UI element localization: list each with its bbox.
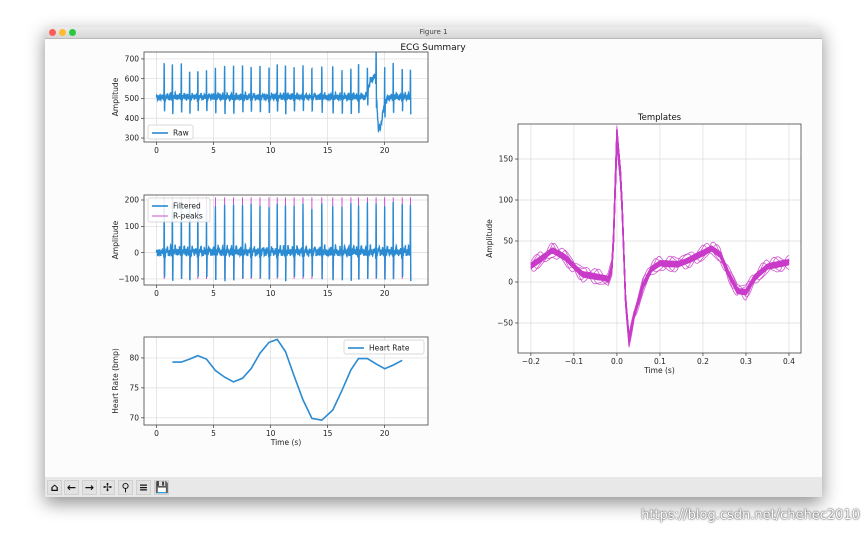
plot-background: [518, 124, 801, 353]
title-bar: Figure 1: [45, 27, 822, 39]
y-tick-label: 0: [508, 278, 513, 287]
y-tick-label: 70: [129, 414, 139, 423]
figure-suptitle: ECG Summary: [400, 43, 466, 53]
template-line: [530, 137, 790, 339]
y-tick-label: 200: [125, 196, 140, 205]
y-tick-label: 50: [503, 237, 513, 246]
pan-button[interactable]: ✢: [100, 480, 115, 495]
navigation-toolbar: ⌂ ← → ✢ ⚲ ≡ 💾: [45, 477, 822, 497]
x-tick-label: −0.1: [565, 357, 583, 366]
raw-signal-line: [155, 52, 412, 133]
y-tick-label: 75: [129, 384, 139, 393]
y-tick-label: 80: [129, 354, 139, 363]
x-tick-label: −0.2: [522, 357, 540, 366]
x-tick-label: 15: [323, 146, 333, 155]
y-tick-label: 700: [125, 55, 140, 64]
home-icon: ⌂: [50, 481, 59, 494]
y-axis-label: Heart Rate (bmp): [111, 348, 120, 414]
axes-frame: [143, 336, 429, 426]
x-tick-label: 5: [211, 146, 216, 155]
configure-subplots-button[interactable]: ≡: [136, 480, 151, 495]
legend-label: Raw: [173, 129, 189, 138]
legend: Heart Rate: [343, 339, 425, 355]
x-tick-label: 15: [323, 429, 333, 438]
x-tick-label: 10: [266, 146, 276, 155]
y-tick-label: 0: [134, 248, 139, 257]
x-tick-label: 0: [154, 289, 159, 298]
legend: Raw: [147, 124, 194, 140]
filtered-signal-line: [155, 201, 412, 282]
forward-button[interactable]: →: [82, 480, 97, 495]
floppy-disk-icon: 💾: [155, 481, 169, 494]
x-tick-label: 20: [380, 146, 390, 155]
y-tick-label: −50: [497, 319, 513, 328]
x-tick-label: 15: [323, 289, 333, 298]
axes-filtered: 0 5 10 15 20 −100 0 100 200 Amplitude FilteredR-pe…: [111, 194, 429, 298]
x-axis-label: Time (s): [270, 438, 302, 447]
axes-frame: [143, 194, 429, 286]
y-axis-label: Amplitude: [111, 77, 120, 116]
x-tick-label: 5: [211, 429, 216, 438]
x-tick-label: 0.1: [654, 357, 666, 366]
x-axis-label: Time (s): [643, 366, 675, 375]
plot-area: [155, 197, 412, 282]
y-axis-label: Amplitude: [485, 219, 494, 258]
x-tick-label: 0: [154, 146, 159, 155]
y-tick-label: −100: [118, 275, 139, 284]
axes-templates: −0.2 −0.1 0.0 0.1 0.2 0.3 0.4 −50 0 50 100 150 Ampli…: [485, 113, 802, 375]
axes-frame: [517, 123, 802, 354]
arrow-left-icon: ←: [66, 481, 77, 494]
axes-raw: 0 5 10 15 20 300 400 500 600 700 Amplitude Raw: [111, 51, 429, 155]
back-button[interactable]: ←: [64, 480, 79, 495]
legend-label: R-peaks: [173, 212, 203, 221]
x-tick-label: 20: [380, 289, 390, 298]
magnifier-icon: ⚲: [121, 481, 130, 494]
y-tick-label: 300: [125, 134, 140, 143]
axes-frame: [143, 51, 429, 143]
arrow-right-icon: →: [84, 481, 95, 494]
heart-rate-line: [172, 338, 403, 422]
x-tick-label: 10: [266, 429, 276, 438]
y-tick-label: 600: [125, 74, 140, 83]
legend-box: [343, 339, 425, 355]
y-tick-label: 500: [125, 94, 140, 103]
x-tick-label: 0.3: [740, 357, 752, 366]
sliders-icon: ≡: [138, 481, 149, 494]
x-tick-label: 0.0: [611, 357, 623, 366]
x-tick-label: 0.2: [697, 357, 709, 366]
window-title: Figure 1: [419, 28, 448, 36]
x-tick-label: 0: [154, 429, 159, 438]
move-icon: ✢: [102, 481, 113, 494]
y-tick-label: 100: [125, 222, 140, 231]
y-tick-label: 150: [499, 155, 514, 164]
x-tick-label: 20: [380, 429, 390, 438]
home-button[interactable]: ⌂: [47, 480, 62, 495]
x-tick-label: 5: [211, 289, 216, 298]
x-tick-label: 0.4: [783, 357, 795, 366]
close-button[interactable]: [49, 29, 56, 36]
plot-area: [155, 52, 412, 133]
template-line: [530, 145, 790, 334]
plot-area: [172, 338, 403, 422]
axes-title: Templates: [637, 113, 682, 123]
y-tick-label: 100: [499, 196, 514, 205]
maximize-button[interactable]: [69, 29, 76, 36]
axes-heart_rate: 0 5 10 15 20 70 75 80 Heart Rate (bmp) Time (s) He…: [111, 336, 429, 447]
y-axis-label: Amplitude: [111, 220, 120, 259]
legend-box: [147, 124, 194, 140]
plot-area: [530, 125, 790, 348]
y-tick-label: 400: [125, 114, 140, 123]
save-button[interactable]: 💾: [154, 480, 169, 495]
watermark: https://blog.csdn.net/chehec2010: [641, 508, 860, 523]
legend-label: Filtered: [173, 202, 201, 211]
legend-label: Heart Rate: [369, 344, 410, 353]
zoom-button[interactable]: ⚲: [118, 480, 133, 495]
minimize-button[interactable]: [59, 29, 66, 36]
template-line: [530, 125, 790, 348]
x-tick-label: 10: [266, 289, 276, 298]
